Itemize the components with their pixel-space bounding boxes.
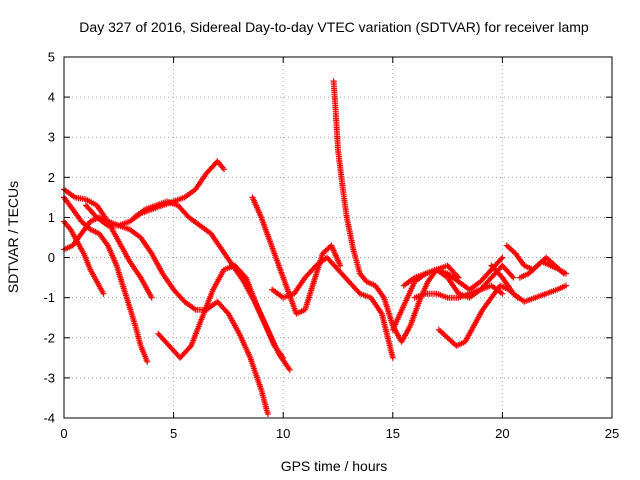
y-tick-label: -3 xyxy=(43,370,55,385)
series-markers xyxy=(249,194,344,317)
series-track-17 xyxy=(516,254,567,281)
x-tick-label: 10 xyxy=(276,426,290,441)
series-markers xyxy=(269,254,396,361)
data-points xyxy=(61,78,569,417)
y-tick-label: -4 xyxy=(43,411,55,426)
x-tick-label: 0 xyxy=(60,426,67,441)
series-markers xyxy=(488,262,569,305)
y-tick-label: 3 xyxy=(48,130,55,145)
y-tick-label: 5 xyxy=(48,50,55,65)
y-tick-label: -1 xyxy=(43,290,55,305)
axis-ticks: 0 5 10 15 20 25 -4 -3 -2 -1 0 1 2 3 4 5 xyxy=(43,50,619,442)
x-tick-label: 15 xyxy=(386,426,400,441)
y-tick-label: 4 xyxy=(48,90,55,105)
series-track-13 xyxy=(411,282,506,301)
series-markers xyxy=(411,282,506,301)
x-tick-label: 25 xyxy=(605,426,619,441)
x-tick-label: 5 xyxy=(170,426,177,441)
series-track-7 xyxy=(155,262,293,373)
y-tick-label: 2 xyxy=(48,170,55,185)
plot-frame xyxy=(63,56,613,419)
y-tick-label: 1 xyxy=(48,210,55,225)
y-tick-label: 0 xyxy=(48,250,55,265)
series-track-10 xyxy=(269,254,396,361)
series-markers xyxy=(155,262,293,373)
series-markers xyxy=(516,254,567,281)
y-axis-label: SDTVAR / TECUs xyxy=(5,181,21,293)
series-track-15 xyxy=(488,262,569,305)
chart-title: Day 327 of 2016, Sidereal Day-to-day VTE… xyxy=(79,19,589,35)
series-track-8 xyxy=(249,194,344,317)
y-tick-label: -2 xyxy=(43,330,55,345)
x-axis-label: GPS time / hours xyxy=(281,458,388,474)
x-tick-label: 20 xyxy=(495,426,509,441)
